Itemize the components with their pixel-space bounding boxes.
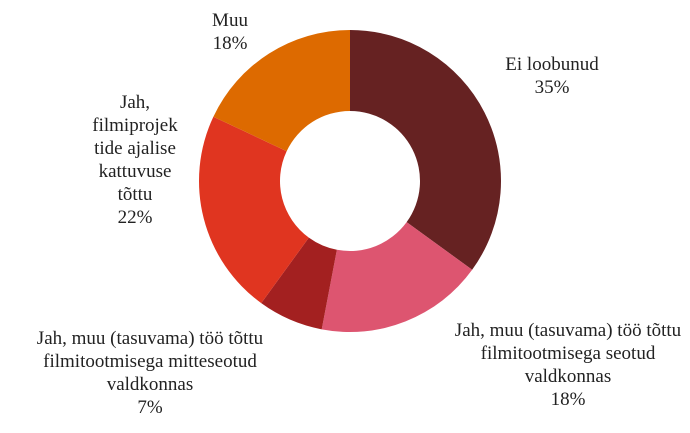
donut-segment [350,30,501,270]
donut-segment [261,237,337,330]
category-label: Muu [212,10,248,31]
donut-segment [199,116,309,304]
value-label: 18% [550,389,586,410]
segment-label: Jah, muu (tasuvama) töö tõttu filmitootm… [448,319,688,411]
category-label: Jah, muu (tasuvama) töö tõttu filmitootm… [36,328,264,395]
segment-label: Muu 18% [190,9,270,55]
category-label: Ei loobunud [505,54,599,75]
donut-segment [213,30,350,152]
category-label: Jah, filmiprojektide ajalise kattuvuse t… [92,92,178,205]
category-label: Jah, muu (tasuvama) töö tõttu filmitootm… [454,320,682,387]
value-label: 22% [117,207,153,228]
segment-label: Jah, filmiprojektide ajalise kattuvuse t… [90,91,180,229]
value-label: 35% [534,77,570,98]
segment-label: Ei loobunud 35% [472,53,632,99]
segment-label: Jah, muu (tasuvama) töö tõttu filmitootm… [10,327,290,419]
value-label: 18% [212,33,248,54]
value-label: 7% [137,397,163,418]
donut-segment [321,222,473,333]
